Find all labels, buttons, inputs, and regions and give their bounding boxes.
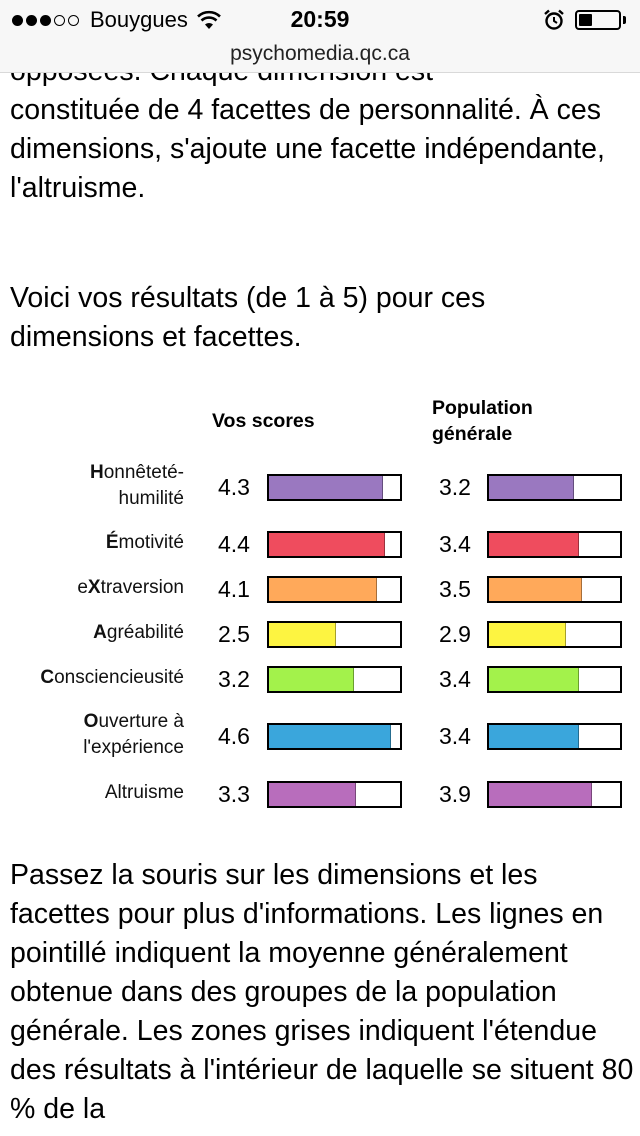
your-score-bar <box>267 576 402 603</box>
intro-text: constituée de 4 facettes de personnalité… <box>10 94 605 204</box>
your-score-bar <box>267 666 402 693</box>
population-score-value: 3.4 <box>439 531 471 557</box>
population-score-bar <box>487 723 622 750</box>
signal-dot <box>12 14 23 26</box>
clock: 20:59 <box>290 6 350 32</box>
url-bar[interactable]: psychomedia.qc.ca <box>0 40 640 73</box>
bar-fill <box>269 668 354 691</box>
result-row[interactable]: eXtraversion 4.1 3.5 <box>0 575 640 605</box>
url-domain[interactable]: psychomedia.qc.ca <box>230 42 410 65</box>
your-score-value: 3.2 <box>218 666 250 692</box>
dimension-label[interactable]: eXtraversion <box>77 577 184 598</box>
dimension-label[interactable]: Honnêteté-humilité <box>89 462 184 509</box>
result-row[interactable]: Émotivité 4.4 3.4 <box>0 530 640 560</box>
population-score-value: 3.4 <box>439 666 471 692</box>
header-population: Population générale <box>432 397 533 445</box>
header-vos-scores: Vos scores <box>212 410 315 432</box>
result-row[interactable]: Ouverture à l'expérience 4.6 3.4 <box>0 709 640 767</box>
your-score-value: 4.3 <box>218 474 250 500</box>
population-score-bar <box>487 666 622 693</box>
population-score-value: 3.5 <box>439 576 471 602</box>
population-score-bar <box>487 621 622 648</box>
signal-dot <box>54 14 65 26</box>
bar-fill <box>489 725 580 748</box>
bar-fill <box>489 783 593 806</box>
bar-fill <box>489 578 582 601</box>
battery-icon <box>575 10 621 30</box>
battery-tip <box>623 16 626 24</box>
signal-dot <box>68 14 79 26</box>
help-paragraph: Passez la souris sur les dimensions et l… <box>10 859 634 1125</box>
population-score-value: 2.9 <box>439 621 471 647</box>
carrier-name: Bouygues <box>90 7 188 32</box>
dimension-label[interactable]: Émotivité <box>105 532 184 553</box>
bar-fill <box>269 725 391 748</box>
results-intro: Voici vos résultats (de 1 à 5) pour ces … <box>10 282 486 353</box>
your-score-value: 2.5 <box>218 621 250 647</box>
your-score-bar <box>267 531 402 558</box>
status-bar: Bouygues 20:59 <box>0 0 640 40</box>
dimension-label[interactable]: Agréabilité <box>93 622 184 643</box>
bar-fill <box>489 476 574 499</box>
battery-level <box>579 14 593 26</box>
population-score-bar <box>487 531 622 558</box>
your-score-bar <box>267 621 402 648</box>
wifi-icon <box>196 10 221 29</box>
result-row[interactable]: Honnêteté-humilité 4.3 3.2 <box>0 460 640 518</box>
bar-fill <box>269 623 336 646</box>
bar-fill <box>269 578 378 601</box>
bar-fill <box>489 668 580 691</box>
population-score-value: 3.4 <box>439 723 471 749</box>
your-score-value: 4.6 <box>218 723 250 749</box>
population-score-value: 3.9 <box>439 781 471 807</box>
bar-fill <box>269 783 357 806</box>
signal-dot <box>26 14 37 26</box>
your-score-bar <box>267 781 402 808</box>
intro-paragraph: opposées. Chaque dimension estconstituée… <box>10 52 635 208</box>
dimension-label[interactable]: Consciencieusité <box>40 667 184 688</box>
signal-dot <box>40 14 51 26</box>
dimension-label[interactable]: Ouverture à l'expérience <box>83 711 184 758</box>
your-score-value: 4.1 <box>218 576 250 602</box>
population-score-bar <box>487 474 622 501</box>
bar-fill <box>269 533 386 556</box>
bar-fill <box>269 476 383 499</box>
population-score-bar <box>487 576 622 603</box>
bar-fill <box>489 623 566 646</box>
result-row[interactable]: Consciencieusité 3.2 3.4 <box>0 665 640 695</box>
alarm-icon <box>544 9 564 30</box>
result-row[interactable]: Agréabilité 2.5 2.9 <box>0 620 640 650</box>
your-score-value: 4.4 <box>218 531 250 557</box>
bar-fill <box>489 533 580 556</box>
your-score-bar <box>267 723 402 750</box>
result-row[interactable]: Altruisme 3.3 3.9 <box>0 780 640 810</box>
dimension-label[interactable]: Altruisme <box>104 782 184 803</box>
population-score-bar <box>487 781 622 808</box>
population-score-value: 3.2 <box>439 474 471 500</box>
your-score-value: 3.3 <box>218 781 250 807</box>
your-score-bar <box>267 474 402 501</box>
